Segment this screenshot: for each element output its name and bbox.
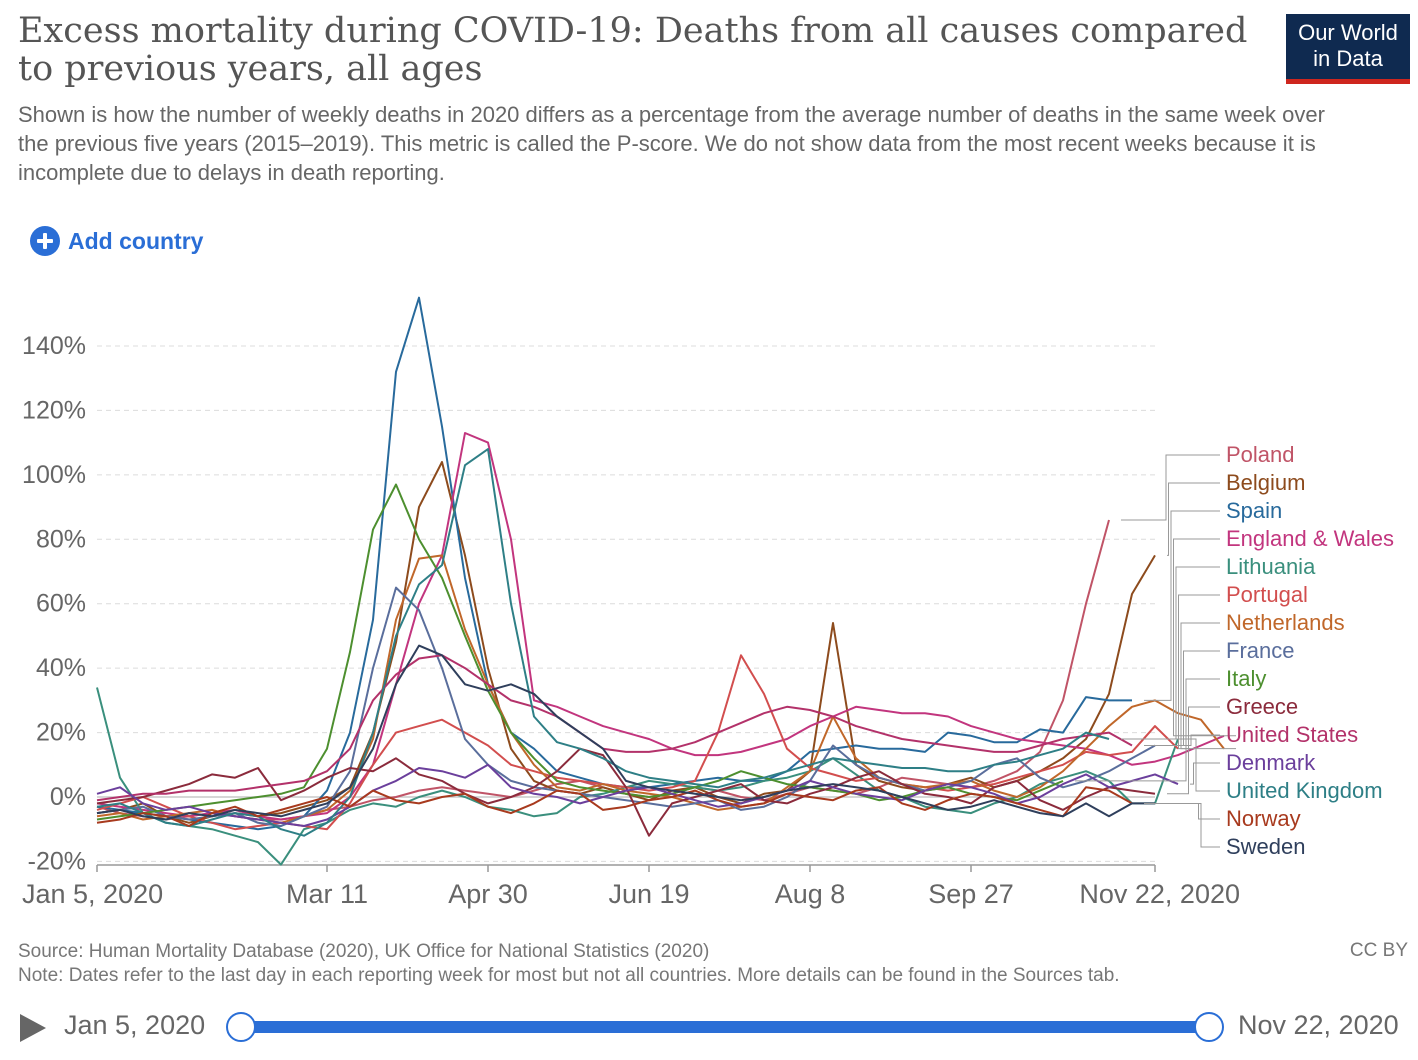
line-chart: -20% 0% 20% 40% 60% 80% 100% 120% 140% Jan 5, 20…	[22, 296, 1394, 909]
timeline-end-handle[interactable]	[1194, 1012, 1224, 1042]
y-tick-label: 40%	[36, 654, 86, 682]
x-axis: Jan 5, 2020 Mar 11 Apr 30 Jun 19 Aug 8 Sep 27…	[22, 864, 1240, 909]
dates-note: Note: Dates refer to the last day in eac…	[18, 965, 1120, 986]
logo-line-1: Our World	[1298, 20, 1398, 45]
legend-label: United States	[1226, 722, 1358, 747]
legend-connector	[1167, 650, 1220, 746]
legend-label: Greece	[1226, 694, 1298, 719]
legend-label: Belgium	[1226, 470, 1305, 495]
y-tick-label: 0%	[50, 783, 86, 811]
legend-label: United Kingdom	[1226, 778, 1383, 803]
y-tick-label: 140%	[22, 332, 86, 360]
series-lines	[96, 296, 1225, 866]
legend-connector	[1121, 738, 1220, 792]
timeline-track[interactable]	[240, 1021, 1208, 1033]
series-line-lithuania	[96, 687, 1179, 866]
legend-connector	[1167, 706, 1220, 795]
timeline-start-label: Jan 5, 2020	[64, 1010, 206, 1040]
legend-label: Lithuania	[1226, 554, 1316, 579]
series-line-poland	[96, 519, 1110, 821]
series-line-united-states	[96, 654, 1133, 802]
license-link[interactable]: CC BY	[1349, 940, 1408, 961]
legend-connector	[1167, 802, 1220, 848]
add-country-label: Add country	[68, 227, 204, 254]
y-axis-ticks: -20% 0% 20% 40% 60% 80% 100% 120% 140%	[22, 332, 86, 875]
legend-label: France	[1226, 638, 1294, 663]
legend-connector	[1144, 802, 1220, 820]
plus-circle-icon	[30, 226, 60, 256]
series-line-denmark	[96, 763, 1179, 827]
series-line-sweden	[96, 644, 1155, 821]
legend-label: England & Wales	[1226, 526, 1394, 551]
legend-connector	[1175, 566, 1220, 740]
footer-notes: Source: Human Mortality Database (2020),…	[18, 940, 1120, 988]
y-tick-label: 100%	[22, 461, 86, 489]
y-tick-label: 60%	[36, 590, 86, 618]
series-line-greece	[96, 747, 1156, 837]
legend-label: Spain	[1226, 498, 1282, 523]
legend-connector	[1173, 538, 1236, 737]
x-tick-label: Sep 27	[928, 879, 1014, 909]
x-tick-label: Nov 22, 2020	[1079, 879, 1240, 909]
legend-connector	[1075, 678, 1220, 782]
x-tick-label: Jun 19	[608, 879, 689, 909]
add-country-button[interactable]: Add country	[30, 226, 203, 256]
legend-connector	[1121, 454, 1220, 521]
timeline: Jan 5, 2020 Nov 22, 2020	[0, 1000, 1418, 1056]
timeline-start-handle[interactable]	[226, 1012, 256, 1042]
logo-line-2: in Data	[1313, 46, 1383, 71]
legend-connector	[1144, 734, 1220, 746]
chart-subtitle: Shown is how the number of weekly deaths…	[18, 102, 1325, 185]
x-tick-label: Mar 11	[286, 879, 368, 909]
play-icon[interactable]	[20, 1014, 46, 1042]
y-tick-label: 120%	[22, 396, 86, 424]
y-tick-label: 80%	[36, 525, 86, 553]
legend-label: Norway	[1226, 806, 1301, 831]
x-tick-label: Jan 5, 2020	[22, 879, 163, 909]
series-line-united-kingdom	[96, 448, 1110, 837]
series-line-italy	[96, 483, 1064, 821]
y-tick-label: 20%	[36, 719, 86, 747]
legend-label: Denmark	[1226, 750, 1316, 775]
legend-connector	[1178, 594, 1220, 750]
legend-label: Portugal	[1226, 582, 1308, 607]
y-tick-label: -20%	[28, 847, 86, 875]
chart-title: Excess mortality during COVID-19: Deaths…	[18, 11, 1248, 89]
legend-label: Poland	[1226, 442, 1295, 467]
owid-logo[interactable]: Our World in Data	[1286, 14, 1410, 84]
legend-label: Italy	[1226, 666, 1266, 691]
legend: Poland Belgium Spain England & Wales Lithuan…	[1075, 442, 1394, 859]
legend-label: Netherlands	[1226, 610, 1345, 635]
legend-connector	[1190, 762, 1220, 785]
legend-connector	[1180, 622, 1236, 750]
source-note: Source: Human Mortality Database (2020),…	[18, 941, 710, 962]
x-tick-label: Aug 8	[775, 879, 846, 909]
timeline-end-label: Nov 22, 2020	[1238, 1010, 1399, 1040]
x-tick-label: Apr 30	[448, 879, 528, 909]
series-line-england-wales	[96, 432, 1225, 821]
legend-connector	[1144, 510, 1220, 701]
series-line-norway	[96, 786, 1133, 827]
legend-label: Sweden	[1226, 834, 1306, 859]
legend-connector	[1167, 482, 1220, 556]
